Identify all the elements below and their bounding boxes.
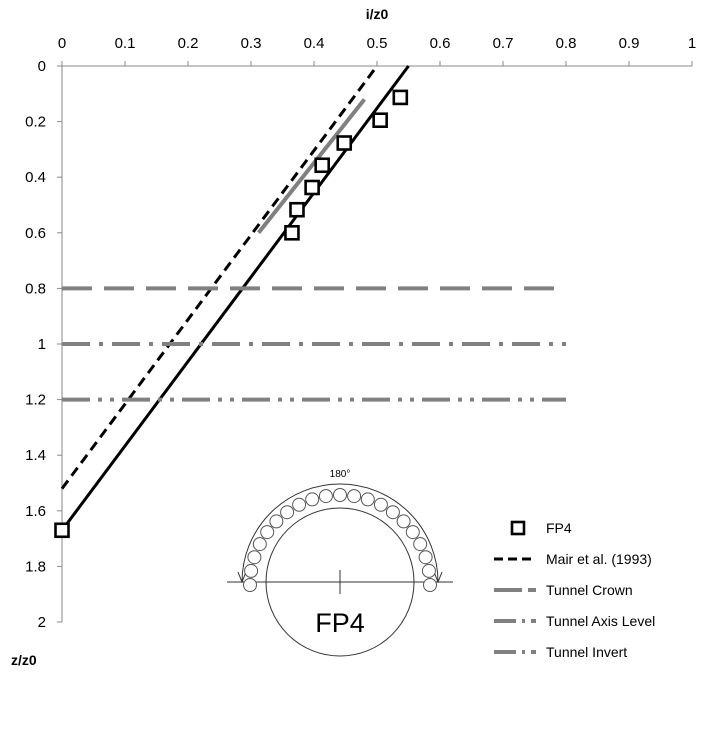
data-point xyxy=(284,225,300,241)
y-tick-label: 1.2 xyxy=(25,392,46,409)
segment-circle xyxy=(421,563,436,578)
y-tick-label: 1.8 xyxy=(25,558,46,575)
segment-circle xyxy=(269,514,284,529)
data-point xyxy=(289,201,305,218)
segment-circle xyxy=(418,550,433,565)
segment-circle xyxy=(305,492,320,507)
angle-label: 180° xyxy=(330,469,351,480)
segment-circle xyxy=(373,497,388,512)
data-point xyxy=(372,112,388,129)
y-tick-label: 1.6 xyxy=(25,503,46,520)
arrowhead-left xyxy=(237,571,247,584)
legend: FP4 Mair et al. (1993) Tunnel Crown Tunnel … xyxy=(494,520,655,660)
segment-circle xyxy=(405,525,420,540)
legend-label: Tunnel Invert xyxy=(546,644,627,660)
x-tick-label: 0.5 xyxy=(367,35,388,52)
axes: 0 0.1 0.2 0.3 0.4 0.5 0.6 0.7 0.8 0.9 1 0 0.2 0.4 0.6 0… xyxy=(11,6,696,668)
x-tick-label: 0 xyxy=(58,35,66,52)
y-axis-title: z/z0 xyxy=(11,652,37,668)
segment-circle xyxy=(318,489,333,504)
segment-circle xyxy=(260,525,275,540)
x-tick-label: 0.4 xyxy=(304,35,325,52)
x-axis-title: i/z0 xyxy=(366,6,389,22)
legend-label: Tunnel Axis Level xyxy=(546,613,655,629)
series-line-3 xyxy=(257,98,366,235)
x-tick-label: 1 xyxy=(688,35,696,52)
series-line-1 xyxy=(60,65,379,490)
legend-label: Tunnel Crown xyxy=(546,582,633,598)
segment-circle xyxy=(244,563,259,578)
legend-label: FP4 xyxy=(546,520,572,536)
y-tick-label: 0.6 xyxy=(25,225,46,242)
x-tick-label: 0.9 xyxy=(619,35,640,52)
data-point xyxy=(314,157,330,174)
y-tick-label: 0.4 xyxy=(25,169,46,186)
data-point xyxy=(392,89,409,106)
legend-label: Mair et al. (1993) xyxy=(546,551,652,567)
legend-marker xyxy=(510,520,526,536)
y-tick-label: 0.8 xyxy=(25,280,46,297)
y-tick-label: 1 xyxy=(38,336,46,353)
x-tick-label: 0.8 xyxy=(556,35,577,52)
arrowhead-right xyxy=(433,571,443,584)
data-point xyxy=(304,179,320,196)
data-point xyxy=(336,135,353,151)
inset-label: FP4 xyxy=(315,608,365,638)
segment-circle xyxy=(243,578,257,592)
segment-circle xyxy=(423,578,437,592)
angle-arc xyxy=(241,483,439,583)
markers-layer xyxy=(54,89,409,539)
segment-circle xyxy=(280,505,295,520)
x-tick-label: 0.2 xyxy=(178,35,199,52)
segment-circle xyxy=(333,488,347,502)
x-tick-label: 0.6 xyxy=(430,35,451,52)
y-tick-label: 2 xyxy=(38,614,46,631)
y-tick-label: 0 xyxy=(38,58,46,75)
x-tick-label: 0.1 xyxy=(115,35,136,52)
series-line-2 xyxy=(60,65,410,532)
segment-circle xyxy=(396,514,411,529)
series-layer xyxy=(60,65,566,532)
segment-circle xyxy=(292,497,307,512)
segment-circle xyxy=(347,489,362,504)
x-tick-label: 0.3 xyxy=(241,35,262,52)
data-point xyxy=(54,522,70,539)
segment-circle xyxy=(252,537,267,552)
segment-circle xyxy=(360,492,375,507)
y-tick-label: 1.4 xyxy=(25,447,46,464)
tunnel-inset-diagram: 180° FP4 xyxy=(227,469,453,657)
segment-circle xyxy=(413,537,428,552)
y-tick-label: 0.2 xyxy=(25,114,46,131)
segment-circle xyxy=(385,505,400,520)
segment-circle xyxy=(247,550,262,565)
x-tick-label: 0.7 xyxy=(493,35,514,52)
